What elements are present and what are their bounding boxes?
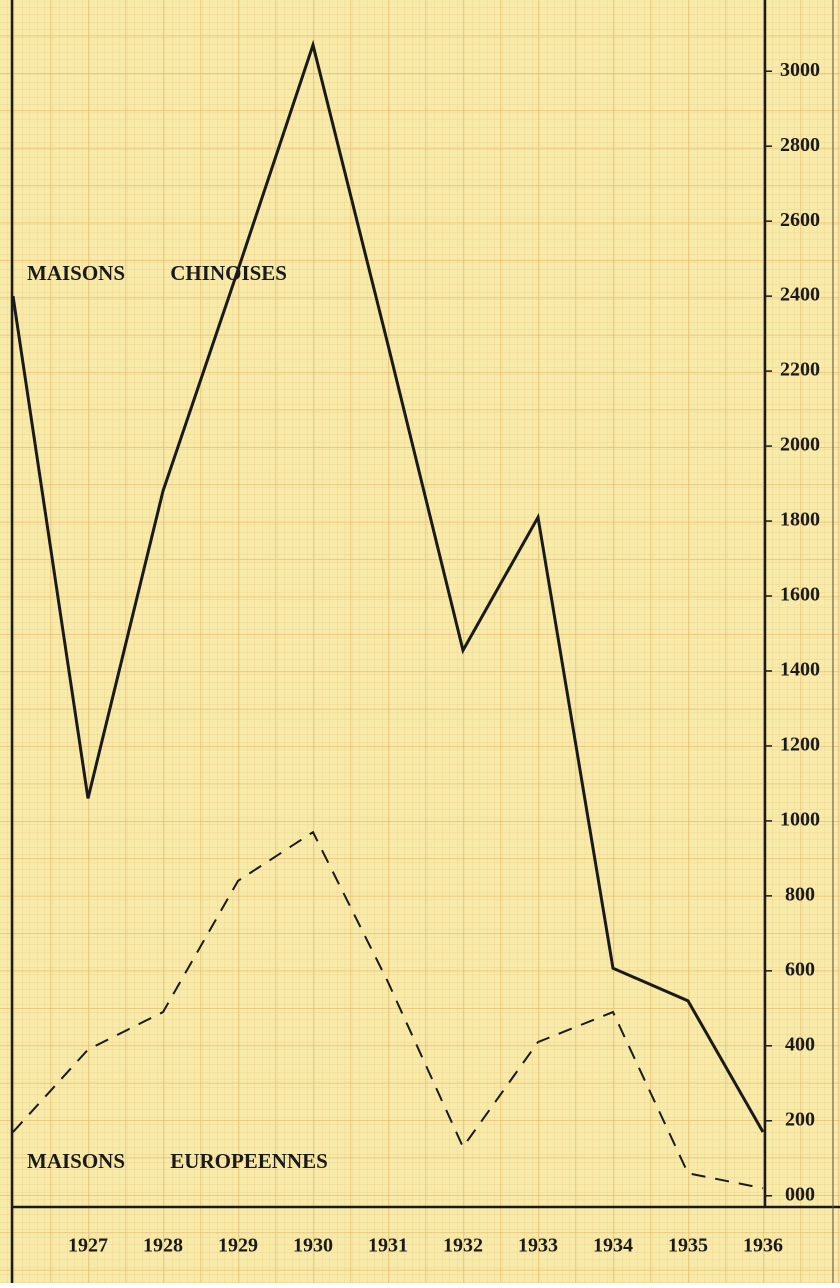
y-tick-label: 1600 — [780, 584, 820, 606]
y-tick-label: 3000 — [780, 59, 820, 81]
y-tick-label: 600 — [785, 958, 815, 980]
y-tick-label: 1400 — [780, 659, 820, 681]
x-tick-label: 1927 — [68, 1235, 108, 1257]
y-tick-label: 400 — [785, 1033, 815, 1055]
x-tick-label: 1932 — [443, 1235, 483, 1257]
x-tick-label: 1936 — [743, 1235, 783, 1257]
y-tick-label: 800 — [785, 883, 815, 905]
x-tick-label: 1929 — [218, 1235, 258, 1257]
y-tick-label: 2600 — [780, 209, 820, 231]
series-label: MAISONS CHINOISES — [27, 261, 287, 285]
series-line — [12, 830, 764, 1190]
x-tick-label: 1928 — [143, 1235, 183, 1257]
x-tick-label: 1934 — [593, 1235, 633, 1257]
x-tick-label: 1931 — [368, 1235, 408, 1257]
series-label: MAISONS EUROPEENNES — [27, 1149, 328, 1173]
x-tick-label: 1933 — [518, 1235, 558, 1257]
y-tick-label: 2800 — [780, 134, 820, 156]
y-tick-label: 1800 — [780, 509, 820, 531]
y-tick-label: 2400 — [780, 284, 820, 306]
y-tick-label: 1000 — [780, 809, 820, 831]
y-tick-label: 2000 — [780, 434, 820, 456]
y-tick-label: 2200 — [780, 359, 820, 381]
x-tick-label: 1930 — [293, 1235, 333, 1257]
y-tick-label: 000 — [785, 1183, 815, 1205]
x-tick-label: 1935 — [668, 1235, 708, 1257]
series-line — [11, 39, 765, 1133]
y-tick-label: 1200 — [780, 734, 820, 756]
y-tick-label: 200 — [785, 1108, 815, 1130]
